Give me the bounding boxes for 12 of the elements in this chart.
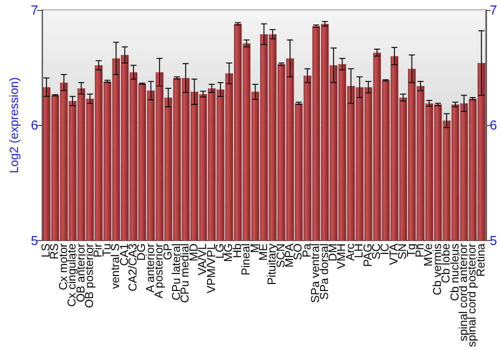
y2-tick-label: 7 (490, 2, 498, 18)
y2-tick-label: 5 (490, 232, 498, 248)
x-tick-label: Pituitary (266, 243, 279, 285)
x-tick-label: Retina (475, 242, 488, 277)
x-tick-label: A posterior (154, 243, 166, 298)
y-axis-title: Log2 (expression) (7, 77, 21, 174)
x-tick-label: OB posterior (84, 243, 96, 308)
y2-tick-label: 6 (490, 118, 498, 133)
y-tick-label: 5 (30, 232, 38, 248)
y-tick-label: 6 (30, 118, 38, 133)
x-tick-label: Tg (406, 243, 418, 257)
y-tick-label: 7 (30, 2, 38, 18)
